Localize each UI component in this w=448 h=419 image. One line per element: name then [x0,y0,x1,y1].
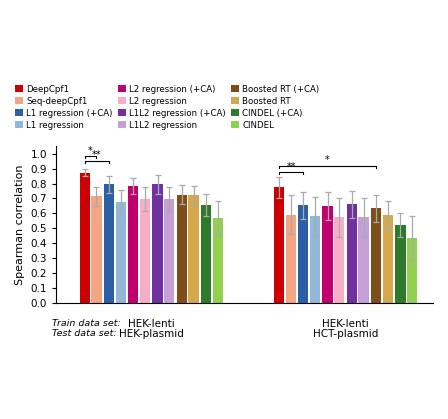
Bar [80,173,90,303]
Text: HEK-plasmid: HEK-plasmid [119,329,184,339]
Text: Train data set:: Train data set: [52,319,121,328]
Bar [177,195,187,303]
Text: *: * [325,155,330,165]
Legend: DeepCpf1, Seq-deepCpf1, L1 regression (+CA), L1 regression, L2 regression (+CA),: DeepCpf1, Seq-deepCpf1, L1 regression (+… [15,85,319,129]
Text: Test data set:: Test data set: [52,329,117,338]
Text: *: * [88,146,93,156]
Bar [310,216,320,303]
Bar [152,184,163,303]
Bar [358,217,369,303]
Text: HEK-lenti: HEK-lenti [322,319,369,329]
Bar [395,225,405,303]
Bar [334,217,345,303]
Bar [91,196,102,303]
Text: HEK-lenti: HEK-lenti [128,319,175,329]
Y-axis label: Spearman correlation: Spearman correlation [15,164,25,285]
Bar [213,218,223,303]
Bar [371,208,381,303]
Bar [347,204,357,303]
Bar [298,205,308,303]
Text: HCT-plasmid: HCT-plasmid [313,329,378,339]
Bar [164,199,174,303]
Bar [201,205,211,303]
Bar [189,196,198,303]
Bar [104,184,114,303]
Text: **: ** [286,162,296,172]
Bar [407,238,417,303]
Bar [323,206,333,303]
Bar [140,199,150,303]
Bar [128,186,138,303]
Bar [285,215,296,303]
Bar [274,187,284,303]
Text: **: ** [92,150,102,160]
Bar [383,215,393,303]
Bar [116,202,126,303]
